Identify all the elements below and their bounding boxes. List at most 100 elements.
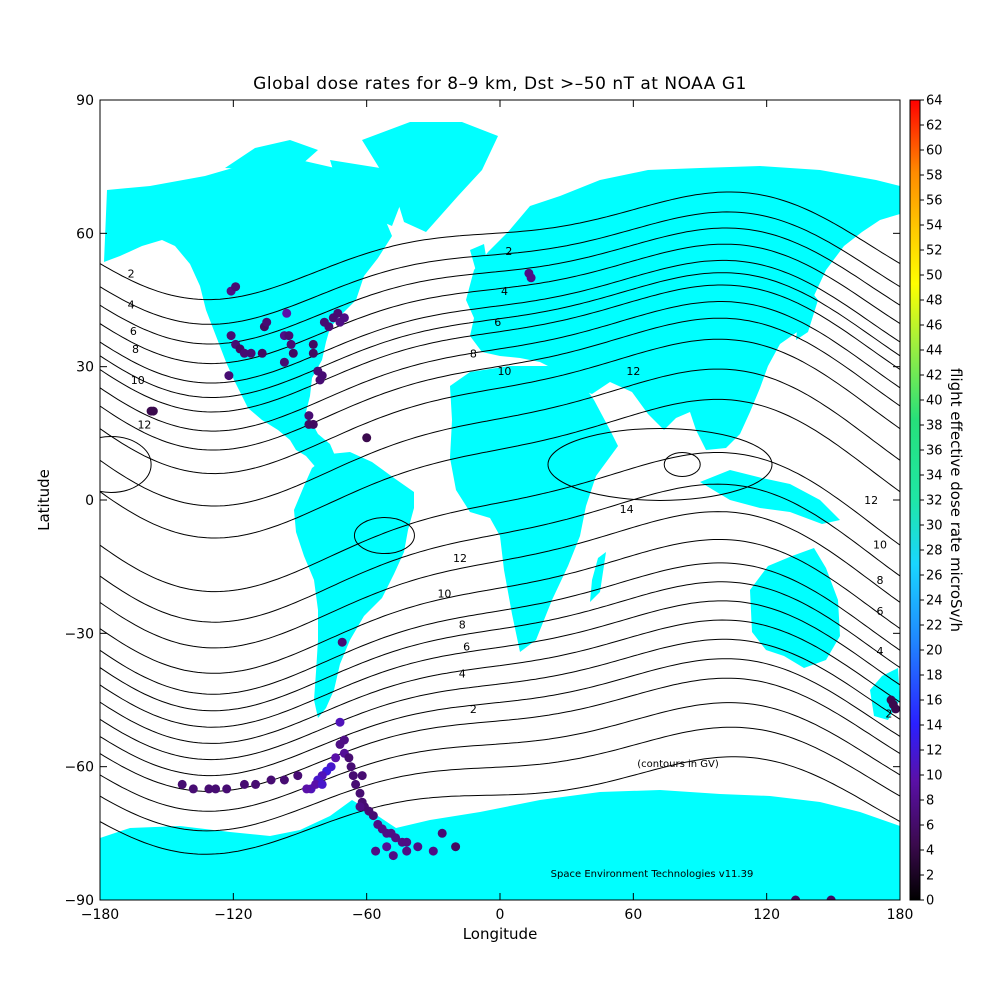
colorbar-tick-label: 48 — [926, 294, 943, 309]
colorbar-tick-label: 38 — [926, 419, 943, 434]
colorbar-tick-label: 40 — [926, 394, 943, 409]
flight-point — [251, 779, 261, 789]
land-uk — [470, 244, 488, 278]
flight-point — [211, 784, 221, 794]
flight-point — [402, 846, 412, 856]
flight-point — [302, 784, 312, 794]
contour-line — [100, 398, 900, 539]
flight-point — [266, 775, 276, 785]
flight-point — [284, 331, 294, 341]
colorbar-tick-label: 56 — [926, 194, 943, 209]
credit-label: Space Environment Technologies v11.39 — [551, 869, 754, 880]
land-greenland — [362, 122, 498, 232]
colorbar-tick-label: 8 — [926, 794, 934, 809]
flight-point — [231, 282, 241, 292]
colorbar-tick-label: 58 — [926, 169, 943, 184]
flight-point — [226, 331, 236, 341]
flight-point — [402, 837, 412, 847]
flight-point — [177, 779, 187, 789]
colorbar-tick-label: 24 — [926, 594, 943, 609]
colorbar-tick-label: 28 — [926, 544, 943, 559]
contour-label: 2 — [505, 245, 512, 258]
contour-line — [100, 227, 900, 345]
y-tick-label: 90 — [76, 93, 94, 109]
contour-label: 8 — [132, 343, 139, 356]
contour-line — [100, 539, 900, 674]
contour-line — [100, 483, 900, 623]
contour-line — [100, 562, 900, 695]
flight-point — [239, 779, 249, 789]
land-south-america — [294, 452, 414, 718]
contour-line — [100, 259, 900, 384]
flight-point — [437, 828, 447, 838]
colorbar-tick-label: 2 — [926, 869, 934, 884]
flight-point — [382, 842, 392, 852]
y-axis: 90 60 30 0 −30 −60 −90 — [64, 93, 900, 909]
contour-line — [100, 600, 900, 728]
y-tick-label: 30 — [76, 360, 94, 376]
flight-point — [308, 348, 318, 358]
contour-line — [100, 511, 900, 649]
flight-point — [222, 784, 232, 794]
colorbar-tick-label: 4 — [926, 844, 934, 859]
colorbar-tick-label: 52 — [926, 244, 943, 259]
flight-points — [146, 268, 900, 900]
flight-point — [319, 317, 329, 327]
flight-point — [188, 784, 198, 794]
colorbar-tick-label: 60 — [926, 144, 943, 159]
contour-loop — [547, 427, 773, 501]
dose-contours — [100, 191, 900, 855]
colorbar-tick-label: 14 — [926, 719, 943, 734]
contour-label: 4 — [877, 645, 884, 658]
contour-line — [100, 191, 900, 301]
flight-point — [148, 406, 158, 416]
flight-point — [317, 779, 327, 789]
x-tick-label: 60 — [624, 907, 642, 923]
contour-line — [100, 272, 900, 398]
colorbar-tick-label: 44 — [926, 344, 943, 359]
flight-point — [333, 308, 343, 318]
contour-line — [100, 452, 900, 593]
flight-point — [304, 419, 314, 429]
colorbar-label: flight effective dose rate microSv/h — [947, 367, 965, 633]
colorbar-gradient — [909, 99, 921, 901]
flight-point — [279, 357, 289, 367]
flight-point — [288, 348, 298, 358]
flight-point — [526, 273, 536, 283]
land-masses — [100, 122, 900, 900]
contour-line — [100, 317, 900, 451]
flight-point — [262, 317, 272, 327]
flight-point — [371, 846, 381, 856]
x-tick-label: −120 — [214, 907, 252, 923]
flight-point — [355, 788, 365, 798]
land-japan — [796, 290, 818, 340]
colorbar-tick-label: 12 — [926, 744, 943, 759]
contour-label: 12 — [864, 494, 878, 507]
flight-point — [286, 339, 296, 349]
contour-line — [100, 368, 900, 507]
contour-label: 6 — [494, 316, 501, 329]
colorbar-tick-label: 20 — [926, 644, 943, 659]
contour-label: 4 — [459, 667, 466, 680]
flight-point — [304, 411, 314, 421]
contour-line — [100, 581, 900, 712]
contour-label: 8 — [470, 347, 477, 360]
land-africa — [450, 366, 618, 652]
contour-label: 10 — [873, 538, 887, 551]
flight-point — [388, 851, 398, 861]
y-tick-label: −90 — [64, 893, 94, 909]
contour-line — [100, 638, 900, 761]
colorbar-tick-label: 22 — [926, 619, 943, 634]
colorbar-tick-label: 30 — [926, 519, 943, 534]
contour-label: 10 — [131, 374, 145, 387]
y-tick-label: −60 — [64, 760, 94, 776]
flight-point — [246, 348, 256, 358]
colorbar-tick-label: 0 — [926, 894, 934, 909]
contour-label: 12 — [137, 418, 151, 431]
contour-line — [100, 726, 900, 832]
colorbar-tick-label: 62 — [926, 119, 943, 134]
land-se-asia-islands — [700, 470, 840, 524]
contour-label: 12 — [626, 365, 640, 378]
